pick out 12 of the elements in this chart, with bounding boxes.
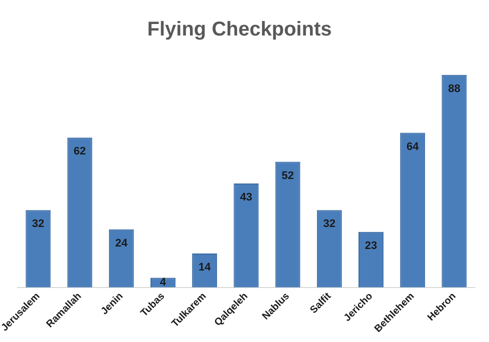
data-label: 23: [364, 240, 378, 252]
data-label: 24: [115, 237, 128, 250]
chart-title: Flying Checkpoints: [147, 18, 332, 41]
data-label: 88: [448, 82, 460, 95]
data-label: 32: [32, 218, 44, 230]
data-label: 64: [406, 140, 420, 153]
data-label: 43: [240, 192, 252, 204]
data-label: 32: [323, 218, 336, 230]
data-label: 52: [282, 170, 294, 182]
data-label: 4: [160, 276, 167, 289]
data-label: 62: [74, 146, 86, 158]
data-label: 14: [198, 262, 212, 274]
